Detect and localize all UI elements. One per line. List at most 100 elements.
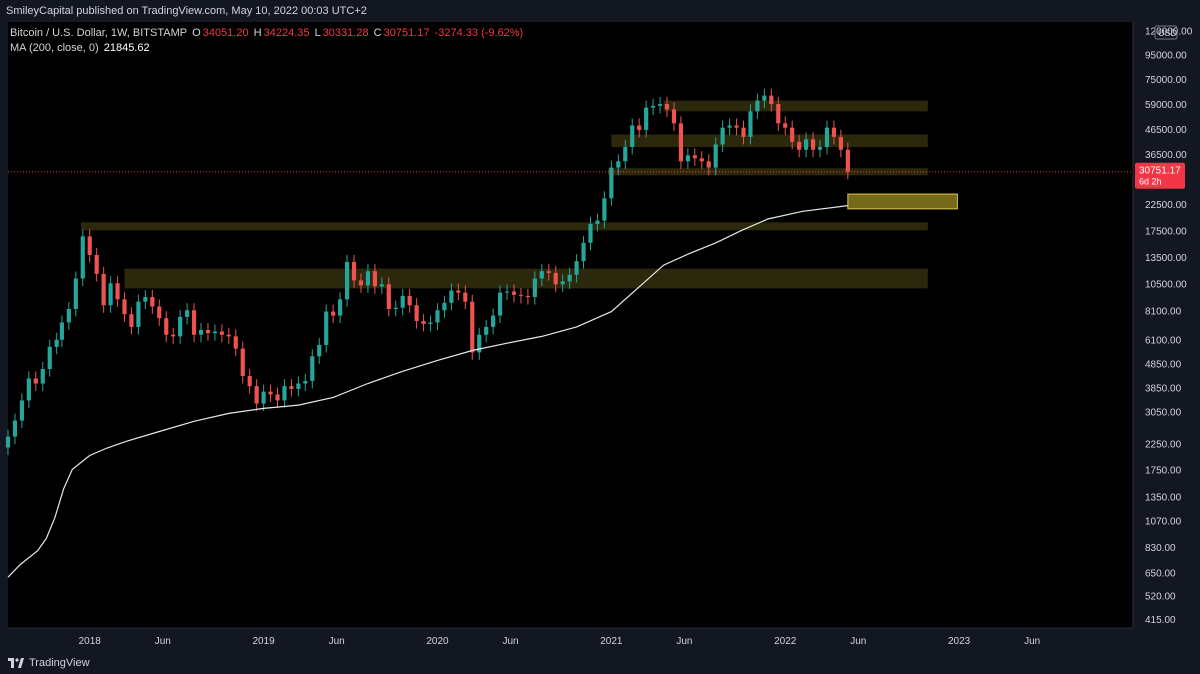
candle-body: [463, 292, 468, 302]
candle-body: [518, 294, 524, 296]
candle-body: [331, 311, 336, 316]
price-chart[interactable]: 120000.00 95000.00 75000.00 59000.00 46500.0…: [0, 22, 1200, 652]
candle-body: [310, 356, 315, 381]
zone-rect-4: [124, 268, 928, 289]
tradingview-icon: [8, 658, 24, 668]
candle-body: [588, 223, 593, 243]
tradingview-logo[interactable]: TradingView: [8, 652, 90, 674]
y-tick-label: 13500.00: [1145, 253, 1187, 264]
candle-body: [491, 315, 496, 327]
candle-body: [525, 295, 530, 298]
y-tick-label: 1750.00: [1145, 465, 1182, 476]
candle-body: [386, 284, 391, 309]
y-tick-label: 22500.00: [1145, 200, 1187, 211]
y-tick-label: 3050.00: [1145, 408, 1182, 419]
candle-body: [226, 334, 231, 337]
candle-body: [734, 125, 739, 128]
candle-body: [407, 295, 412, 306]
candle-body: [456, 290, 461, 293]
candle-body: [748, 111, 753, 137]
candle-body: [671, 109, 677, 124]
candle-body: [59, 322, 64, 340]
y-tick-label: 6100.00: [1145, 336, 1182, 347]
change-value: -3274.33 (-9.62%): [434, 27, 524, 39]
candle-body: [40, 369, 45, 384]
candle-body: [762, 95, 767, 101]
candle-body: [233, 336, 238, 349]
price-tag: [1135, 162, 1185, 189]
low-value: 30331.28: [322, 27, 369, 39]
x-tick-label: Jun: [850, 636, 866, 647]
y-tick-label: 830.00: [1145, 543, 1176, 554]
candle-body: [282, 386, 287, 401]
candle-body: [171, 334, 176, 337]
candle-body: [553, 272, 558, 285]
candle-body: [136, 301, 141, 327]
y-tick-label: 46500.00: [1145, 125, 1187, 136]
y-tick-label: 95000.00: [1145, 51, 1187, 62]
high-label: H: [253, 27, 262, 39]
x-tick-label: Jun: [329, 636, 345, 647]
x-tick-label: 2018: [79, 636, 102, 647]
candle-body: [54, 339, 59, 347]
candle-body: [797, 141, 802, 150]
candle-body: [108, 283, 113, 306]
y-tick-label: 650.00: [1145, 568, 1176, 579]
y-tick-label: 120000.00: [1145, 26, 1193, 37]
candle-body: [824, 127, 830, 148]
open-value: 34051.20: [202, 27, 249, 39]
x-tick-label: Jun: [502, 636, 518, 647]
x-tick-label: 2021: [600, 636, 623, 647]
candle-body: [769, 95, 774, 105]
y-tick-label: 3850.00: [1145, 384, 1182, 395]
x-tick-label: Jun: [676, 636, 692, 647]
candle-body: [212, 331, 218, 334]
candle-body: [755, 100, 760, 112]
y-tick-label: 2250.00: [1145, 439, 1182, 450]
candle-body: [205, 329, 211, 334]
candle-body: [393, 307, 398, 309]
candle-body: [838, 136, 843, 150]
candle-body: [504, 291, 510, 293]
open-label: O: [192, 27, 201, 39]
candle-body: [651, 105, 656, 108]
y-tick-label: 17500.00: [1145, 226, 1187, 237]
zone-rect-5: [847, 193, 958, 210]
candle-body: [470, 301, 475, 353]
candle-body: [268, 391, 273, 395]
x-tick-label: Jun: [155, 636, 171, 647]
candle-body: [421, 321, 426, 324]
candle-body: [678, 123, 683, 162]
candle-body: [497, 292, 503, 316]
candle-body: [261, 391, 266, 404]
currency-badge: [1154, 25, 1178, 40]
candle-body: [33, 378, 38, 384]
candle-body: [706, 161, 711, 168]
candle-body: [616, 161, 621, 168]
y-tick-label: 520.00: [1145, 591, 1176, 602]
candle-body: [198, 329, 204, 335]
candle-body: [240, 348, 245, 377]
candle-body: [713, 144, 718, 168]
candle-body: [129, 314, 134, 327]
candle-body: [122, 299, 127, 315]
candle-body: [303, 380, 308, 384]
ma-label: MA (200, close, 0): [10, 42, 99, 54]
candle-body: [164, 318, 169, 335]
candle-body: [623, 147, 628, 162]
candle-body: [5, 436, 11, 448]
candle-body: [358, 280, 364, 286]
ma-legend: MA (200, close, 0) 21845.62: [10, 42, 152, 54]
candle-body: [178, 316, 183, 337]
price-tag-value: 30751.17: [1139, 166, 1181, 177]
candle-body: [783, 123, 788, 128]
candle-body: [845, 149, 850, 172]
candle-body: [539, 271, 544, 279]
candle-body: [87, 236, 92, 255]
candle-body: [254, 386, 259, 404]
candle-body: [428, 322, 433, 324]
candle-body: [477, 334, 482, 353]
candle-body: [567, 274, 572, 282]
candle-body: [324, 311, 329, 345]
candle-body: [484, 326, 489, 335]
